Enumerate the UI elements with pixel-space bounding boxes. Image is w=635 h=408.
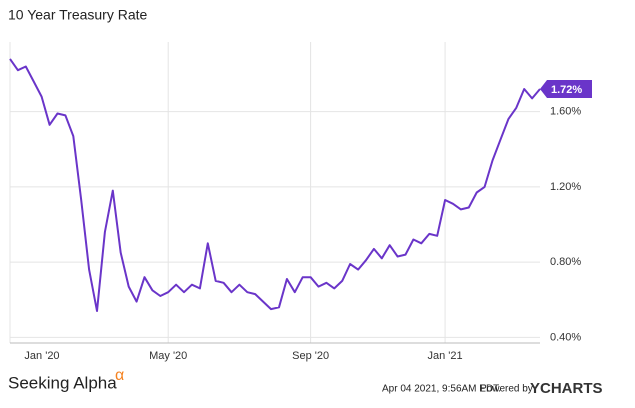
x-tick-label: Jan '21: [428, 350, 463, 362]
provider: YCHARTS: [530, 380, 603, 397]
x-tick-label: May '20: [149, 350, 187, 362]
chart-title: 10 Year Treasury Rate: [8, 7, 148, 23]
value-label: 1.72%: [551, 84, 582, 96]
x-tick-label: Sep '20: [292, 350, 329, 362]
value-flag: [540, 80, 592, 99]
y-tick-label: 1.60%: [550, 106, 581, 118]
line: [9, 58, 541, 312]
timestamp: Apr 04 2021, 9:56AM EDT.: [382, 384, 501, 395]
brand: Seeking Alpha: [8, 373, 117, 392]
x-tick-label: Jan '20: [24, 350, 59, 362]
y-tick-label: 0.40%: [550, 331, 581, 343]
brand-mark: α: [115, 367, 124, 384]
powered-by: Powered by: [480, 384, 533, 395]
y-tick-label: 0.80%: [550, 256, 581, 268]
y-tick-label: 1.20%: [550, 181, 581, 193]
